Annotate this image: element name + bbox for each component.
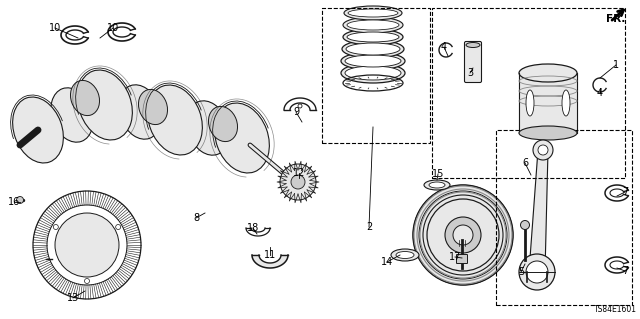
Ellipse shape <box>341 52 405 70</box>
Ellipse shape <box>429 182 445 188</box>
FancyBboxPatch shape <box>465 41 481 83</box>
Ellipse shape <box>519 64 577 82</box>
Text: 12: 12 <box>293 168 305 178</box>
Polygon shape <box>519 73 577 133</box>
Bar <box>432 8 625 178</box>
Ellipse shape <box>343 29 403 45</box>
Circle shape <box>280 164 316 200</box>
Ellipse shape <box>346 43 400 55</box>
Bar <box>322 8 430 143</box>
Circle shape <box>84 278 90 284</box>
Text: 8: 8 <box>193 213 199 223</box>
Ellipse shape <box>562 90 570 116</box>
Ellipse shape <box>347 32 399 42</box>
Circle shape <box>17 197 24 204</box>
Ellipse shape <box>396 251 414 258</box>
Polygon shape <box>529 150 548 272</box>
FancyBboxPatch shape <box>456 255 467 263</box>
Ellipse shape <box>344 6 402 20</box>
Ellipse shape <box>119 85 161 139</box>
Text: 13: 13 <box>67 293 79 303</box>
Circle shape <box>519 254 555 290</box>
Circle shape <box>298 104 302 108</box>
Ellipse shape <box>51 88 93 142</box>
Ellipse shape <box>209 107 237 142</box>
Ellipse shape <box>347 20 399 30</box>
Circle shape <box>533 140 553 160</box>
Text: 14: 14 <box>381 257 393 267</box>
Text: 10: 10 <box>107 23 119 33</box>
Text: 16: 16 <box>8 197 20 207</box>
Text: 4: 4 <box>441 42 447 52</box>
Ellipse shape <box>214 103 269 173</box>
Text: 18: 18 <box>247 223 259 233</box>
Text: FR.: FR. <box>606 14 625 24</box>
Circle shape <box>453 225 473 245</box>
Bar <box>496 130 632 305</box>
Ellipse shape <box>424 180 450 190</box>
Ellipse shape <box>138 89 168 125</box>
Text: 4: 4 <box>597 88 603 98</box>
Text: 9: 9 <box>293 107 299 117</box>
Circle shape <box>291 175 305 189</box>
Ellipse shape <box>348 9 398 17</box>
Ellipse shape <box>526 90 534 116</box>
Circle shape <box>520 220 529 229</box>
Circle shape <box>116 225 121 229</box>
Text: 5: 5 <box>518 267 524 277</box>
Ellipse shape <box>148 85 202 155</box>
Ellipse shape <box>345 55 401 67</box>
Ellipse shape <box>343 17 403 33</box>
Ellipse shape <box>519 126 577 140</box>
Circle shape <box>445 217 481 253</box>
Circle shape <box>538 145 548 155</box>
Text: 17: 17 <box>449 252 461 262</box>
Text: 1: 1 <box>613 60 619 70</box>
Text: 3: 3 <box>467 68 473 78</box>
Ellipse shape <box>77 70 132 140</box>
Circle shape <box>413 185 513 285</box>
Ellipse shape <box>70 80 100 115</box>
Ellipse shape <box>13 97 63 163</box>
Ellipse shape <box>187 101 229 155</box>
Circle shape <box>53 225 58 229</box>
Ellipse shape <box>345 66 401 80</box>
Polygon shape <box>252 255 288 268</box>
Text: 7: 7 <box>622 187 628 197</box>
Text: 6: 6 <box>522 158 528 168</box>
Ellipse shape <box>391 249 419 261</box>
Text: 15: 15 <box>432 169 444 179</box>
Text: TS84E1601: TS84E1601 <box>594 305 637 314</box>
Text: 2: 2 <box>366 222 372 232</box>
Text: 11: 11 <box>264 250 276 260</box>
Circle shape <box>526 261 548 283</box>
Ellipse shape <box>341 63 405 83</box>
Ellipse shape <box>342 40 404 58</box>
Ellipse shape <box>466 42 480 48</box>
Text: 7: 7 <box>622 266 628 276</box>
Circle shape <box>55 213 119 277</box>
Text: 10: 10 <box>49 23 61 33</box>
